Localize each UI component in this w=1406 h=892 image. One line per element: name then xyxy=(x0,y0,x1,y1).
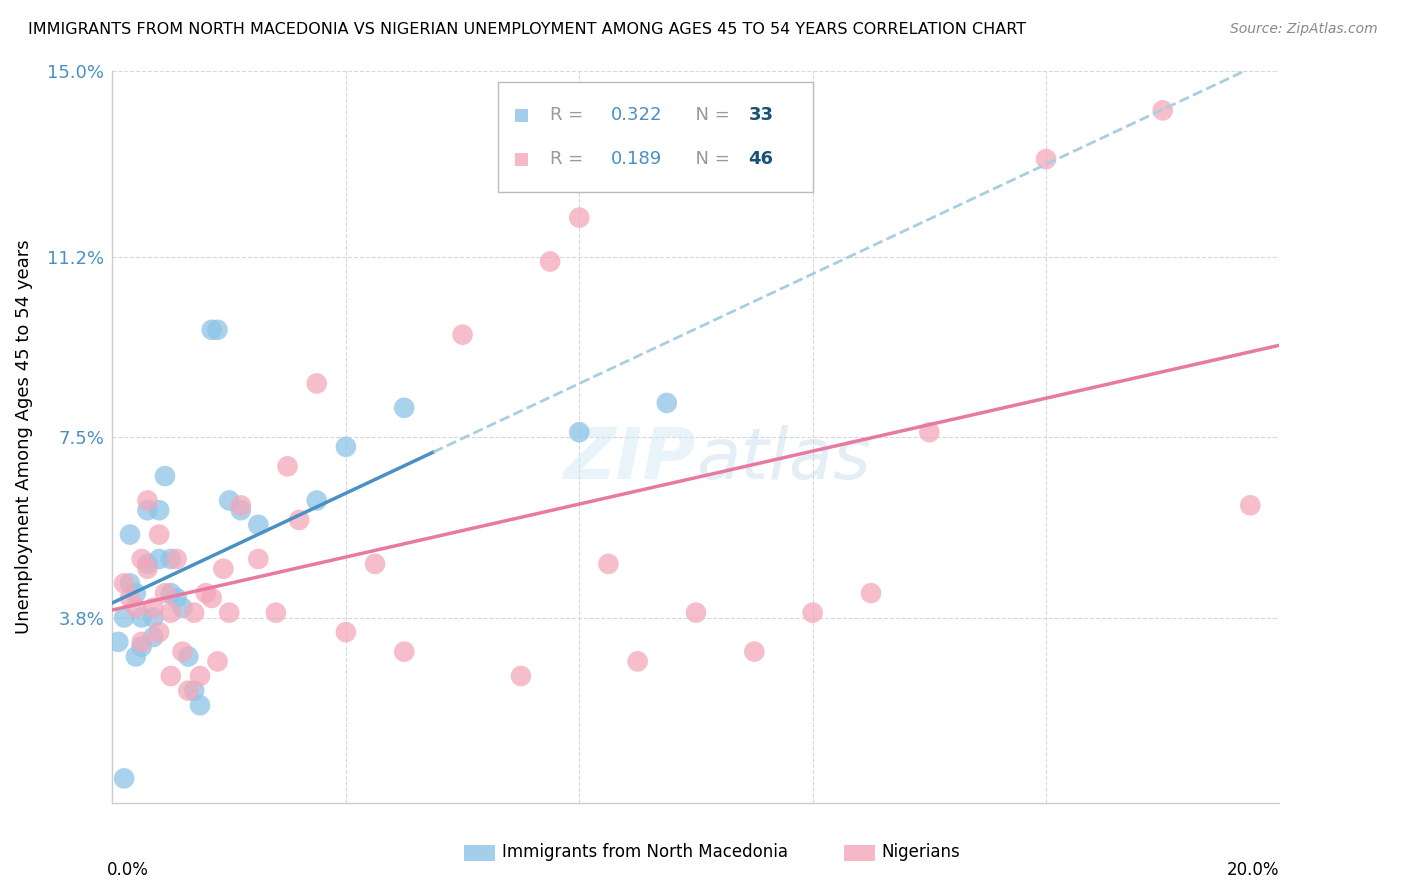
Point xyxy=(207,654,229,668)
Point xyxy=(136,557,159,571)
Point xyxy=(183,606,205,620)
Point xyxy=(212,562,235,576)
Point xyxy=(188,698,211,713)
Point xyxy=(207,323,229,337)
Point xyxy=(335,440,357,454)
Point xyxy=(118,527,141,541)
Point xyxy=(229,499,252,513)
Point xyxy=(201,323,224,337)
Point xyxy=(160,606,183,620)
Point xyxy=(288,513,311,527)
Point xyxy=(142,600,165,615)
Point xyxy=(335,625,357,640)
Point xyxy=(148,503,170,517)
Point xyxy=(125,649,148,664)
Point xyxy=(183,683,205,698)
Point xyxy=(177,683,200,698)
Point xyxy=(229,503,252,517)
Text: N =: N = xyxy=(685,150,735,168)
Point xyxy=(166,552,188,566)
Text: 46: 46 xyxy=(748,150,773,168)
Point xyxy=(538,254,561,268)
Point xyxy=(451,327,474,342)
Point xyxy=(394,645,416,659)
Point xyxy=(131,610,153,624)
Text: 33: 33 xyxy=(748,106,773,124)
Point xyxy=(1035,152,1057,166)
Y-axis label: Unemployment Among Ages 45 to 54 years: Unemployment Among Ages 45 to 54 years xyxy=(15,240,34,634)
Point xyxy=(742,645,765,659)
Point xyxy=(627,654,650,668)
Point xyxy=(131,640,153,654)
Point xyxy=(118,591,141,605)
Point xyxy=(107,635,129,649)
Text: Source: ZipAtlas.com: Source: ZipAtlas.com xyxy=(1230,22,1378,37)
Text: 0.322: 0.322 xyxy=(610,106,662,124)
Point xyxy=(305,493,328,508)
Point xyxy=(276,459,298,474)
Text: atlas: atlas xyxy=(696,425,870,493)
Text: Nigerians: Nigerians xyxy=(882,843,960,861)
Point xyxy=(568,211,591,225)
Point xyxy=(247,552,270,566)
Point xyxy=(194,586,217,600)
Point xyxy=(177,649,200,664)
Text: R =: R = xyxy=(550,150,589,168)
Point xyxy=(136,493,159,508)
Text: Immigrants from North Macedonia: Immigrants from North Macedonia xyxy=(502,843,787,861)
Text: 0.189: 0.189 xyxy=(610,150,662,168)
Point xyxy=(264,606,287,620)
Point xyxy=(394,401,416,415)
Text: ZIP: ZIP xyxy=(564,425,696,493)
Point xyxy=(364,557,387,571)
FancyBboxPatch shape xyxy=(498,82,813,192)
Point xyxy=(188,669,211,683)
Point xyxy=(166,591,188,605)
Point xyxy=(598,557,620,571)
Point xyxy=(201,591,224,605)
Text: R =: R = xyxy=(550,106,589,124)
Point xyxy=(172,645,194,659)
Point xyxy=(160,669,183,683)
Text: N =: N = xyxy=(685,106,735,124)
Bar xyxy=(515,153,527,166)
Point xyxy=(136,503,159,517)
Point xyxy=(801,606,824,620)
Point xyxy=(160,586,183,600)
Point xyxy=(148,625,170,640)
Point xyxy=(118,576,141,591)
Point xyxy=(148,552,170,566)
Point xyxy=(218,606,240,620)
Point xyxy=(125,600,148,615)
Point xyxy=(247,517,270,532)
Point xyxy=(148,527,170,541)
Point xyxy=(1152,103,1174,118)
Point xyxy=(112,576,135,591)
Point xyxy=(655,396,678,410)
Point xyxy=(131,635,153,649)
Point xyxy=(568,425,591,440)
Text: 0.0%: 0.0% xyxy=(107,862,149,880)
Point xyxy=(112,610,135,624)
Text: IMMIGRANTS FROM NORTH MACEDONIA VS NIGERIAN UNEMPLOYMENT AMONG AGES 45 TO 54 YEA: IMMIGRANTS FROM NORTH MACEDONIA VS NIGER… xyxy=(28,22,1026,37)
Point xyxy=(172,600,194,615)
Point xyxy=(112,772,135,786)
Bar xyxy=(515,109,527,122)
Point xyxy=(160,552,183,566)
Point xyxy=(918,425,941,440)
Point xyxy=(131,552,153,566)
Point xyxy=(860,586,883,600)
Text: 20.0%: 20.0% xyxy=(1227,862,1279,880)
Point xyxy=(142,610,165,624)
Point xyxy=(136,562,159,576)
Point xyxy=(153,469,176,483)
Point xyxy=(509,669,531,683)
Point xyxy=(218,493,240,508)
Point xyxy=(305,376,328,391)
Point xyxy=(685,606,707,620)
Point xyxy=(142,630,165,644)
Point xyxy=(153,586,176,600)
Point xyxy=(1239,499,1261,513)
Point xyxy=(125,586,148,600)
